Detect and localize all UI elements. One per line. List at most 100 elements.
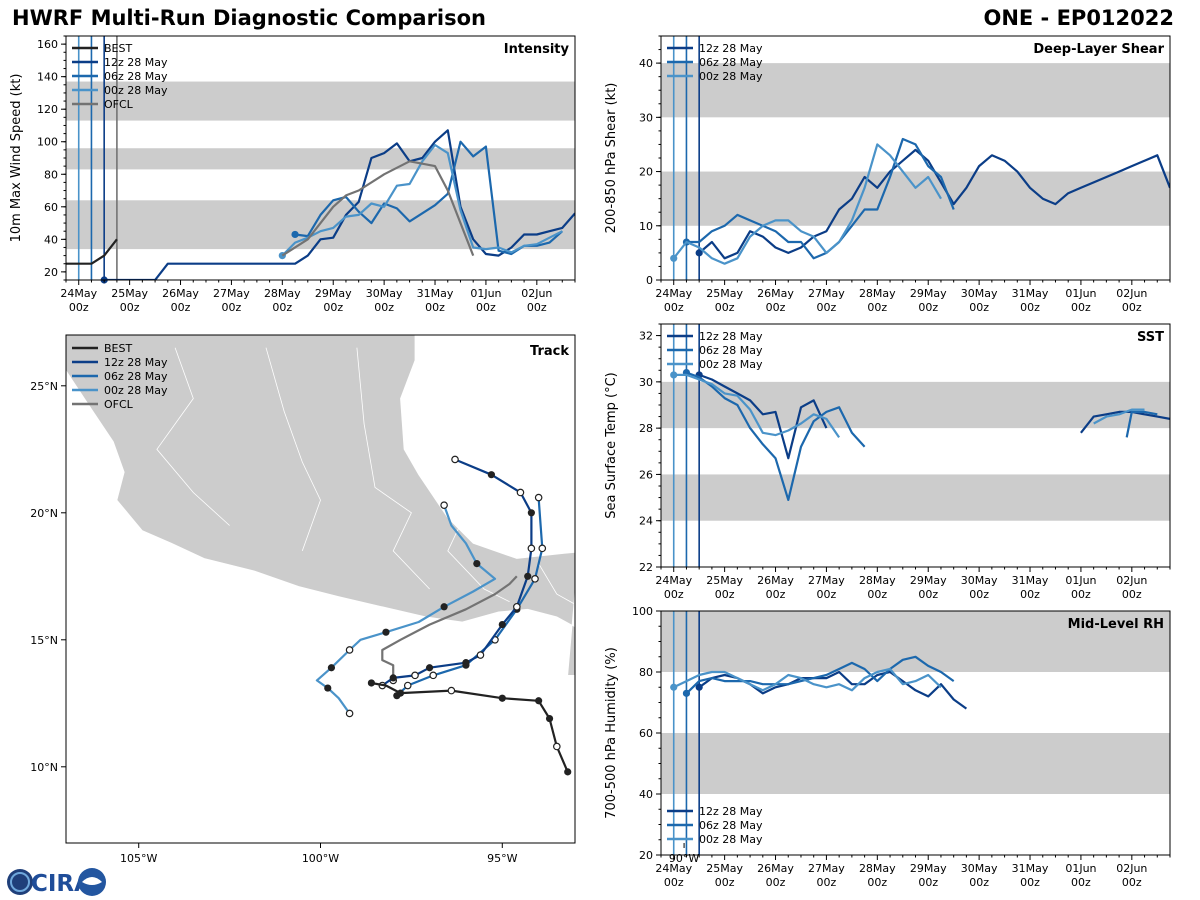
track-point-hollow <box>345 709 354 718</box>
x-tick-label-date: 30May <box>961 287 998 300</box>
legend-label: 06z 28 May <box>104 370 168 383</box>
x-tick-label-date: 28May <box>859 287 896 300</box>
band-0 <box>661 474 1170 521</box>
x-tick-label-hour: 00z <box>1071 876 1091 889</box>
series-line-06z <box>685 655 955 695</box>
x-tick-label-date: 24May <box>60 287 97 300</box>
state-border <box>156 347 230 526</box>
x-tick-label-date: 26May <box>757 574 794 587</box>
x-tick-label-hour: 00z <box>664 876 684 889</box>
y-tick-label: 120 <box>37 103 58 116</box>
y-axis-label: 10m Max Wind Speed (kt) <box>9 74 24 243</box>
x-tick-label-date: 01Jun <box>1065 574 1096 587</box>
x-tick-label-hour: 00z <box>817 876 837 889</box>
x-tick-label-date: 28May <box>264 287 301 300</box>
series-line-06z <box>686 137 955 260</box>
y-tick-label: 140 <box>37 71 58 84</box>
x-tick-label-hour: 00z <box>323 301 343 314</box>
series-line-OFCL <box>281 160 475 257</box>
x-tick-label-hour: 00z <box>817 301 837 314</box>
lat-tick-label: 20°N <box>30 507 58 520</box>
x-tick-label-date: 01Jun <box>1065 862 1096 875</box>
x-tick-label-date: 27May <box>808 862 845 875</box>
lon-tick-label: 95°W <box>487 852 517 865</box>
land-cuba <box>575 439 630 467</box>
x-tick-label-hour: 00z <box>664 301 684 314</box>
track-point-filled <box>545 714 554 723</box>
legend-label: 12z 28 May <box>699 330 763 343</box>
y-tick-label: 100 <box>632 605 653 618</box>
x-tick-label-date: 26May <box>757 287 794 300</box>
band-1 <box>661 63 1170 118</box>
x-tick-label-hour: 00z <box>1122 588 1142 601</box>
track-point-hollow <box>429 671 438 680</box>
track-point-filled <box>389 674 397 682</box>
track-point-hollow <box>476 651 485 659</box>
chart-shear: 01020304024May00z25May00z26May00z27May00… <box>604 35 1171 314</box>
y-tick-label: 80 <box>639 666 653 679</box>
track-point-filled <box>498 620 506 629</box>
x-tick-label-hour: 00z <box>918 588 938 601</box>
x-tick-label-hour: 00z <box>969 588 989 601</box>
track-point-hollow <box>513 602 521 611</box>
x-tick-label-date: 24May <box>655 574 692 587</box>
x-tick-label-date: 24May <box>655 287 692 300</box>
state-border <box>356 347 430 590</box>
track-point-hollow <box>516 488 525 497</box>
storm-id-title: ONE - EP012022 <box>983 6 1174 30</box>
x-tick-label-date: 28May <box>859 862 896 875</box>
seal-wave <box>82 877 102 885</box>
x-tick-label-date: 25May <box>706 862 743 875</box>
y-tick-label: 24 <box>639 515 653 528</box>
x-tick-label-hour: 00z <box>120 301 140 314</box>
x-tick-label-date: 31May <box>1012 287 1049 300</box>
page-title: HWRF Multi-Run Diagnostic Comparison <box>12 6 487 30</box>
x-tick-label-hour: 00z <box>918 301 938 314</box>
y-tick-label: 10 <box>639 220 653 233</box>
init-point-00z <box>670 254 678 262</box>
legend-label: BEST <box>104 342 132 355</box>
track-point-filled <box>535 697 543 705</box>
x-tick-label-hour: 00z <box>1020 301 1040 314</box>
legend-label: BEST <box>104 42 132 55</box>
x-tick-label-date: 29May <box>910 862 947 875</box>
lon-tick-label: 105°W <box>120 852 157 865</box>
y-tick-label: 20 <box>44 266 58 279</box>
lat-tick-label: 25°N <box>30 380 58 393</box>
track-point-filled <box>367 679 375 687</box>
y-tick-label: 20 <box>639 849 653 862</box>
track-line-00z <box>315 504 497 715</box>
legend-label: 00z 28 May <box>104 84 168 97</box>
chart-intensity: 2040608010012014016024May00z25May00z26Ma… <box>9 35 576 314</box>
x-tick-label-hour: 00z <box>664 588 684 601</box>
x-tick-label-date: 27May <box>808 574 845 587</box>
x-tick-label-hour: 00z <box>1020 876 1040 889</box>
y-tick-label: 28 <box>639 422 653 435</box>
track-point-filled <box>564 768 572 776</box>
x-tick-label-date: 01Jun <box>470 287 501 300</box>
x-tick-label-date: 27May <box>808 287 845 300</box>
track-point-hollow <box>538 544 547 553</box>
track-point-hollow <box>411 671 419 680</box>
legend-label: 12z 28 May <box>104 356 168 369</box>
legend-label: OFCL <box>104 398 134 411</box>
x-tick-label-date: 31May <box>1012 574 1049 587</box>
track-point-hollow <box>534 493 543 502</box>
x-tick-label-hour: 00z <box>1122 876 1142 889</box>
track-point-hollow <box>440 501 448 509</box>
init-point-12z <box>695 249 703 257</box>
legend-label: 00z 28 May <box>699 833 763 846</box>
y-tick-label: 32 <box>639 330 653 343</box>
legend-label: 06z 28 May <box>699 344 763 357</box>
x-tick-label-date: 30May <box>961 862 998 875</box>
x-tick-label-hour: 00z <box>867 876 887 889</box>
x-tick-label-date: 25May <box>706 574 743 587</box>
init-point-00z <box>670 371 678 379</box>
track-point-filled <box>487 471 495 479</box>
land-mexico <box>66 335 575 763</box>
track-point-filled <box>382 628 390 636</box>
y-tick-label: 20 <box>639 166 653 179</box>
y-tick-label: 40 <box>44 233 58 246</box>
x-tick-label-date: 29May <box>910 287 947 300</box>
